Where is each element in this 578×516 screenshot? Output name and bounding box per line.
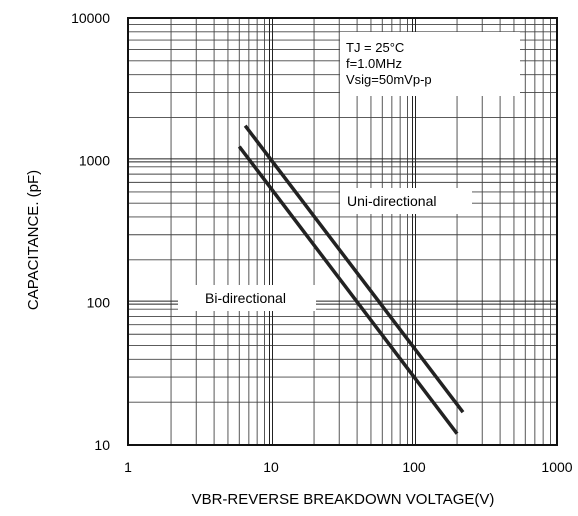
- series-label-bi: Bi-directional: [178, 285, 316, 311]
- series-label-uni-bg: [340, 188, 472, 214]
- condition-temperature: TJ = 25°C: [346, 40, 404, 55]
- x-tick-label: 100: [402, 459, 426, 475]
- series-lines: [237, 124, 465, 435]
- y-tick-label: 1000: [79, 152, 110, 168]
- x-tick-labels: 1 10 100 1000: [124, 459, 573, 475]
- y-tick-labels: 10 100 1000 10000: [71, 10, 110, 453]
- x-tick-label: 1: [124, 459, 132, 475]
- series-line-bi: [237, 145, 459, 435]
- x-tick-label: 1000: [541, 459, 572, 475]
- x-axis-title: VBR-REVERSE BREAKDOWN VOLTAGE(V): [192, 491, 495, 508]
- series-label-bi-text: Bi-directional: [205, 290, 286, 306]
- series-label-bi-bg: [178, 285, 316, 311]
- condition-frequency: f=1.0MHz: [346, 56, 402, 71]
- y-tick-label: 10: [94, 437, 110, 453]
- condition-signal: Vsig=50mVp-p: [346, 72, 432, 87]
- y-tick-label: 100: [87, 295, 111, 311]
- series-line-uni: [243, 124, 465, 414]
- y-axis-title: CAPACITANCE. (pF): [25, 170, 42, 310]
- plot-frame: [127, 17, 558, 446]
- conditions-box-bg: [340, 32, 520, 96]
- conditions-box: TJ = 25°C f=1.0MHz Vsig=50mVp-p: [340, 32, 520, 96]
- series-label-uni-text: Uni-directional: [347, 193, 436, 209]
- series-label-uni: Uni-directional: [340, 188, 472, 214]
- y-tick-label: 10000: [71, 10, 110, 26]
- x-tick-label: 10: [263, 459, 279, 475]
